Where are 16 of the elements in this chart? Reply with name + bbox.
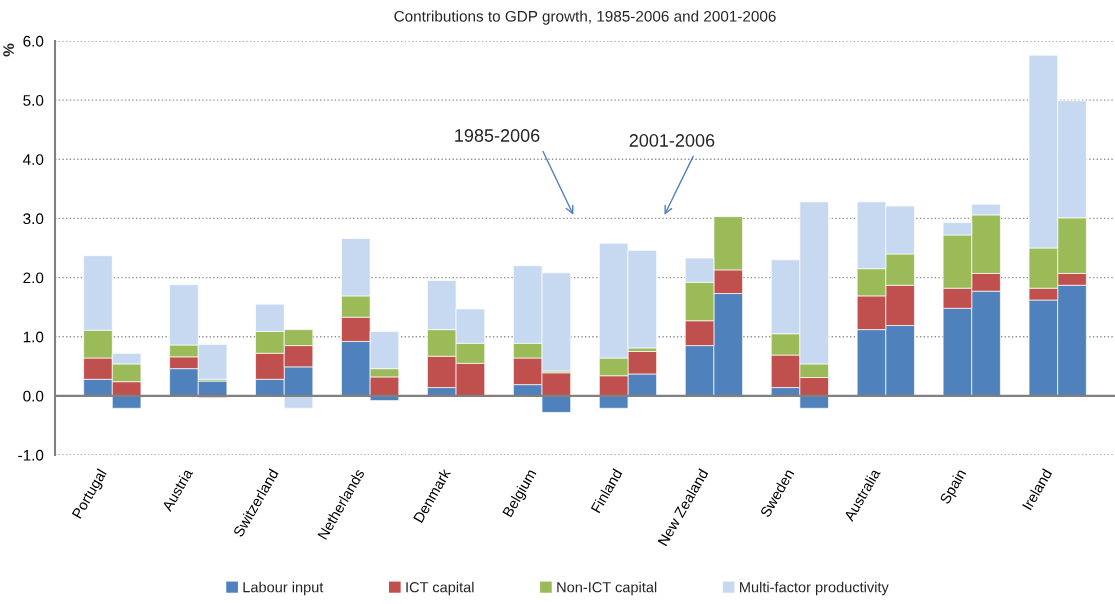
y-tick-label: 4.0	[23, 154, 44, 165]
annotation: 2001-2006	[629, 134, 715, 147]
y-tick-label: 5.0	[23, 95, 44, 106]
annotation: 1985-2006	[455, 129, 540, 142]
legend-label: Multi-factor productivity	[740, 581, 889, 596]
y-tick-label: 6.0	[23, 35, 44, 47]
chart-title: Contributions to GDP growth, 1985-2006 and 2001-2006	[394, 10, 776, 25]
y-tick-label: -1.0	[18, 449, 44, 461]
legend-label: ICT capital	[406, 581, 474, 596]
y-tick-label: 2.0	[23, 272, 44, 284]
y-tick-label: 1.0	[23, 331, 44, 343]
legend-label: Non-ICT capital	[557, 581, 657, 596]
y-axis-title: %	[3, 43, 14, 57]
y-tick-label: 0.0	[23, 390, 44, 402]
legend-label: Labour input	[243, 581, 324, 596]
y-tick-label: 3.0	[23, 213, 44, 225]
